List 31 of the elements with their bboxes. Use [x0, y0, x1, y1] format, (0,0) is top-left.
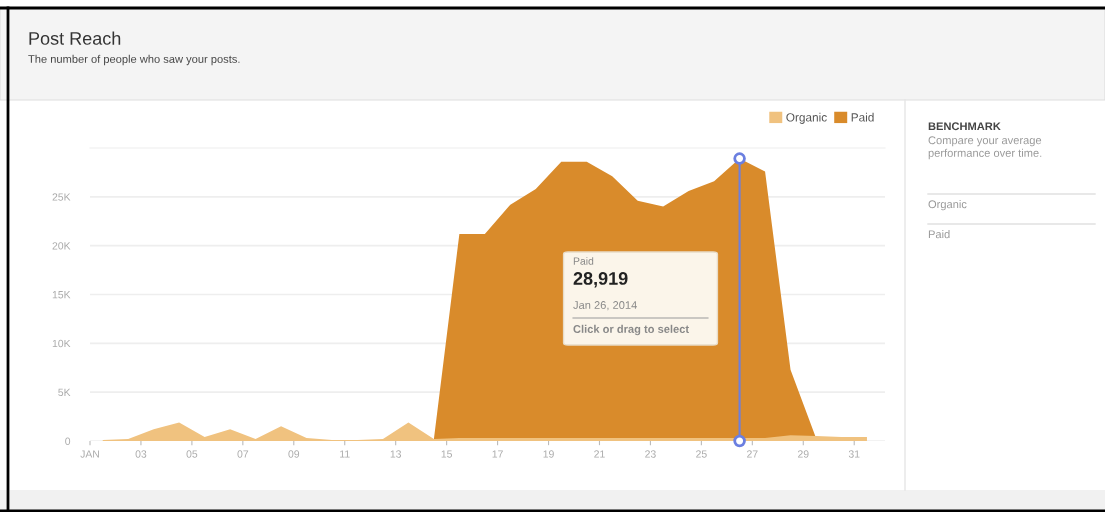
text: Paid: [928, 230, 950, 239]
y-tick-label: 10K: [52, 339, 71, 348]
x-tick-label: 07: [237, 450, 249, 458]
x-tick-label: 31: [848, 450, 860, 458]
y-tick-label: 15K: [52, 291, 71, 299]
y-tick-label: 20K: [52, 242, 71, 250]
text: Organic: [928, 200, 967, 211]
x-tick-label: 25: [696, 450, 707, 458]
x-tick-label: 19: [543, 450, 554, 458]
text: BENCHMARK: [928, 122, 1001, 131]
x-tick-label: 27: [747, 450, 758, 458]
x-tick-label: 29: [798, 450, 809, 458]
legend-label: Organic: [786, 112, 827, 124]
text: Compare your average performance over time.: [928, 136, 1042, 160]
x-tick-label: 21: [594, 450, 605, 458]
x-tick-label: 17: [492, 450, 503, 458]
legend-label: Paid: [851, 112, 874, 122]
x-tick-label: 03: [135, 450, 147, 458]
x-tick-label: 11: [340, 450, 350, 458]
y-tick-label: 5K: [58, 388, 71, 397]
x-tick-label: 15: [441, 450, 452, 458]
x-tick-label: 13: [390, 450, 402, 458]
chart-subtitle: The number of people who saw your posts.: [28, 54, 240, 66]
y-tick-label: 0: [65, 437, 71, 445]
x-tick-label: 09: [288, 450, 300, 458]
chart-title: Post Reach: [29, 31, 121, 45]
x-tick-label: JAN: [80, 450, 99, 458]
text: Paid 28,919 Jan 26, 2014 Click or drag to select: [573, 257, 689, 336]
y-tick-label: 25K: [52, 193, 71, 201]
x-tick-label: 23: [645, 450, 656, 458]
x-tick-label: 05: [186, 450, 198, 458]
